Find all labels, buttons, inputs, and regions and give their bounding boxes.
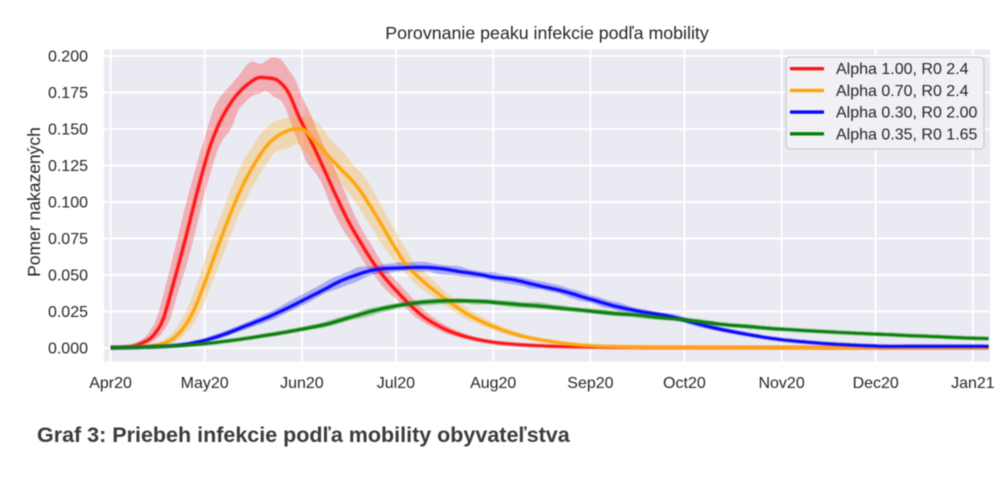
svg-text:Nov20: Nov20 xyxy=(758,375,804,392)
svg-text:0.125: 0.125 xyxy=(48,158,88,175)
svg-text:0.150: 0.150 xyxy=(48,122,88,139)
svg-text:Porovnanie peaku infekcie podľ: Porovnanie peaku infekcie podľa mobility xyxy=(385,23,709,43)
svg-text:Alpha 0.30, R0 2.00: Alpha 0.30, R0 2.00 xyxy=(836,105,978,122)
svg-text:Alpha 0.70, R0 2.4: Alpha 0.70, R0 2.4 xyxy=(836,83,969,100)
svg-text:Jun20: Jun20 xyxy=(280,375,324,392)
svg-text:0.075: 0.075 xyxy=(48,231,88,248)
svg-text:0.100: 0.100 xyxy=(48,195,88,212)
svg-text:Apr20: Apr20 xyxy=(89,375,132,392)
svg-text:May20: May20 xyxy=(181,375,229,392)
svg-text:0.175: 0.175 xyxy=(48,85,88,102)
svg-text:Alpha 1.00, R0 2.4: Alpha 1.00, R0 2.4 xyxy=(836,61,969,78)
svg-text:0.200: 0.200 xyxy=(48,49,88,66)
svg-text:Graf 3: Priebeh infekcie podľa: Graf 3: Priebeh infekcie podľa mobility … xyxy=(37,423,571,447)
svg-text:0.000: 0.000 xyxy=(48,341,88,358)
svg-text:Aug20: Aug20 xyxy=(470,375,516,392)
svg-text:0.050: 0.050 xyxy=(48,268,88,285)
svg-text:Oct20: Oct20 xyxy=(663,375,706,392)
svg-text:Alpha 0.35, R0 1.65: Alpha 0.35, R0 1.65 xyxy=(836,126,978,143)
svg-text:Pomer nakazených: Pomer nakazených xyxy=(24,127,44,277)
svg-text:Jul20: Jul20 xyxy=(377,375,415,392)
svg-text:Dec20: Dec20 xyxy=(853,375,899,392)
svg-text:Jan21: Jan21 xyxy=(951,375,995,392)
svg-text:Sep20: Sep20 xyxy=(567,375,613,392)
svg-text:0.025: 0.025 xyxy=(48,304,88,321)
